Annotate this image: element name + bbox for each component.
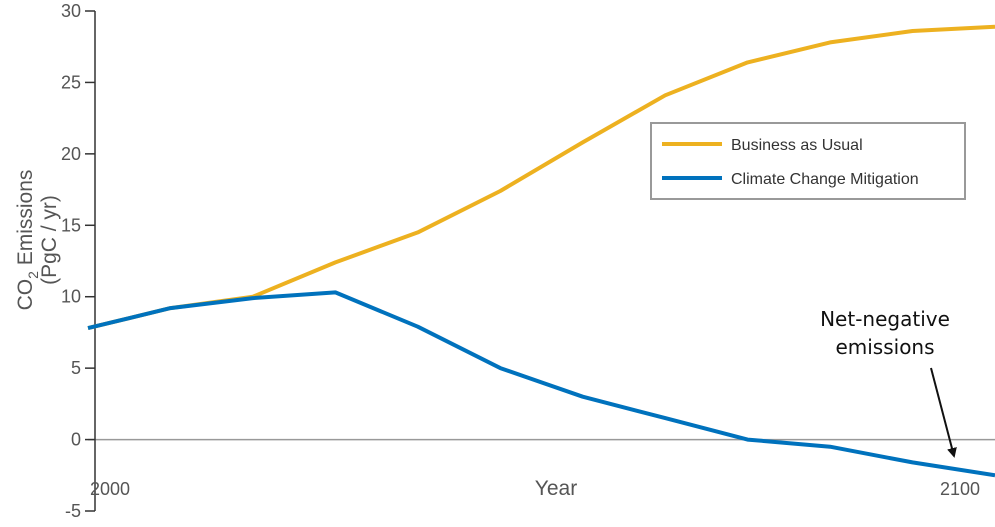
y-tick-label-15: 15 [61, 215, 81, 235]
y-tick-label--5: -5 [65, 501, 81, 521]
legend-box [650, 122, 966, 200]
y-axis-title-co: CO [14, 279, 37, 311]
y-axis-title: CO2 Emissions (PgC / yr) [14, 170, 61, 311]
y-tick-label-30: 30 [61, 1, 81, 21]
legend-label-climate-change-mitigation: Climate Change Mitigation [731, 171, 919, 188]
y-tick-label-25: 25 [61, 72, 81, 92]
legend-label-business-as-usual: Business as Usual [731, 137, 863, 154]
y-tick-label-5: 5 [71, 358, 81, 378]
y-axis-title-main: CO2 Emissions [14, 170, 41, 311]
series-group [87, 24, 995, 478]
y-axis-title-units: (PgC / yr) [38, 195, 61, 285]
x-axis-title: Year [535, 477, 577, 500]
x-tick-label-2000: 2000 [90, 479, 130, 499]
y-ticks: -5 0 5 10 15 20 25 30 [61, 1, 95, 521]
y-tick-label-10: 10 [61, 287, 81, 307]
annotation-arrow [930, 367, 957, 458]
x-tick-label-2100: 2100 [940, 479, 980, 499]
y-tick-label-20: 20 [61, 144, 81, 164]
y-tick-label-0: 0 [71, 430, 81, 450]
annotation-line-2: emissions [835, 335, 934, 359]
y-axis-title-emissions: Emissions [14, 170, 37, 272]
annotation: Net-negative emissions [820, 307, 957, 458]
legend: Business as Usual Climate Change Mitigat… [650, 122, 966, 200]
y-axis-title-subscript: 2 [25, 271, 41, 279]
annotation-line-1: Net-negative [820, 307, 950, 331]
series-line-climate-change-mitigation [87, 290, 995, 478]
